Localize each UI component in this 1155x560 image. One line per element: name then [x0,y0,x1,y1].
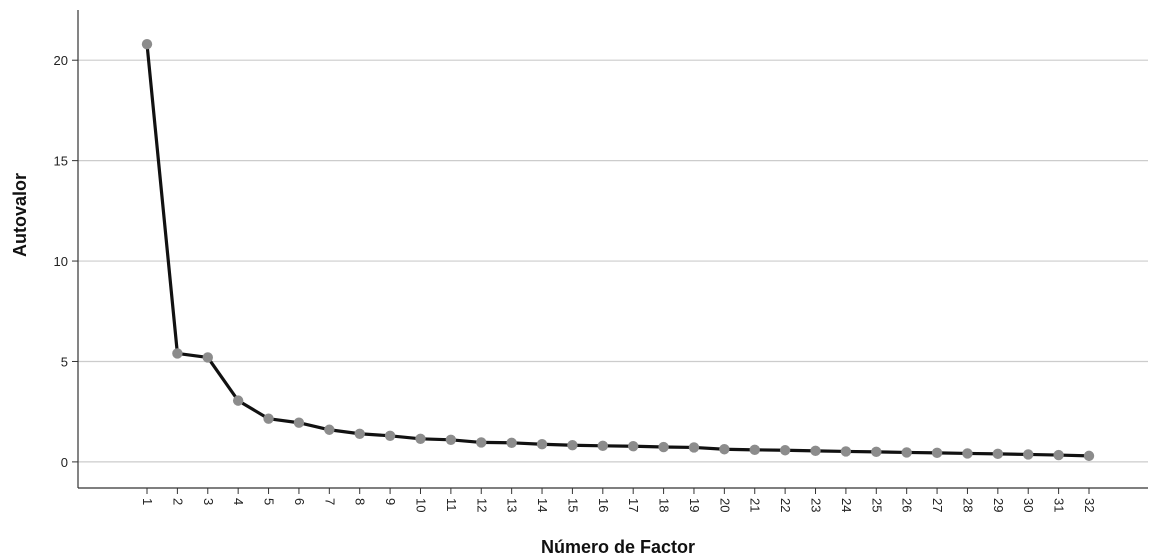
y-axis-title: Autovalor [10,173,30,257]
x-tick-label: 18 [657,498,672,512]
x-axis-title: Número de Factor [541,537,695,557]
data-point [962,448,973,459]
x-tick-label: 1 [140,498,155,505]
x-tick-label: 27 [930,498,945,512]
y-tick-labels: 0 5 10 15 20 [54,53,78,470]
data-point [1053,449,1064,461]
x-tick-label: 32 [1082,498,1097,512]
data-point [1023,449,1034,460]
x-tick-label: 10 [413,498,428,512]
data-point [901,447,912,458]
x-tick-label: 24 [839,498,854,512]
x-tick-label: 2 [170,498,185,505]
y-tick-label: 15 [54,154,68,169]
data-point [476,437,487,448]
x-tick-label: 30 [1021,498,1036,512]
x-tick-label: 31 [1052,498,1067,512]
data-point [627,441,639,452]
x-tick-label: 5 [262,498,277,505]
data-point [931,447,943,459]
data-point [232,395,244,406]
x-tick-label: 25 [869,498,884,512]
x-tick-label: 19 [687,498,702,512]
x-tick-label: 7 [322,498,337,505]
x-tick-label: 11 [444,498,459,512]
grid-lines [78,59,1148,463]
y-tick-label: 20 [54,53,68,68]
series-eigenvalues [141,38,1095,462]
data-point [871,446,882,458]
data-point [536,439,548,450]
x-tick-label: 20 [717,498,732,512]
x-tick-label: 22 [778,498,793,512]
data-point [658,441,669,453]
x-tick-label: 4 [231,498,246,505]
data-point [992,448,1004,460]
y-tick-label: 10 [54,254,68,269]
data-point [1083,450,1095,462]
y-tick-label: 5 [61,354,68,369]
x-tick-label: 28 [960,498,975,512]
series-line [145,43,1090,458]
x-tick-labels: 1 2 3 4 5 6 7 8 9 10 11 12 13 14 15 16 17 18 19 20 21 22 23 24 2… [140,488,1097,512]
x-tick-label: 16 [596,498,611,512]
data-point [749,444,760,456]
data-point [567,440,578,451]
data-point [141,38,153,50]
x-tick-label: 26 [900,498,915,512]
data-point [293,417,305,428]
x-tick-label: 12 [474,498,489,512]
data-point [840,446,852,457]
data-point [263,413,274,424]
x-tick-label: 6 [292,498,307,505]
data-point [445,434,457,445]
data-point [719,444,730,455]
x-tick-label: 9 [383,498,398,505]
data-point [506,437,517,449]
x-tick-label: 8 [353,498,368,505]
x-tick-label: 14 [535,498,550,512]
y-tick-label: 0 [61,455,68,470]
x-tick-label: 21 [748,498,763,512]
x-tick-label: 17 [626,498,641,512]
x-tick-label: 15 [565,498,580,512]
data-point [688,442,700,453]
data-point [324,424,335,435]
data-point [202,352,213,363]
data-point [415,433,426,444]
axes [77,10,1148,489]
data-point [810,445,821,457]
x-tick-label: 3 [201,498,216,505]
x-tick-label: 23 [809,498,824,512]
data-point [384,430,396,441]
data-point [597,440,609,452]
x-tick-label: 13 [505,498,520,512]
data-point [779,445,791,456]
x-tick-label: 29 [991,498,1006,512]
data-point [172,348,183,359]
data-point [354,428,365,439]
